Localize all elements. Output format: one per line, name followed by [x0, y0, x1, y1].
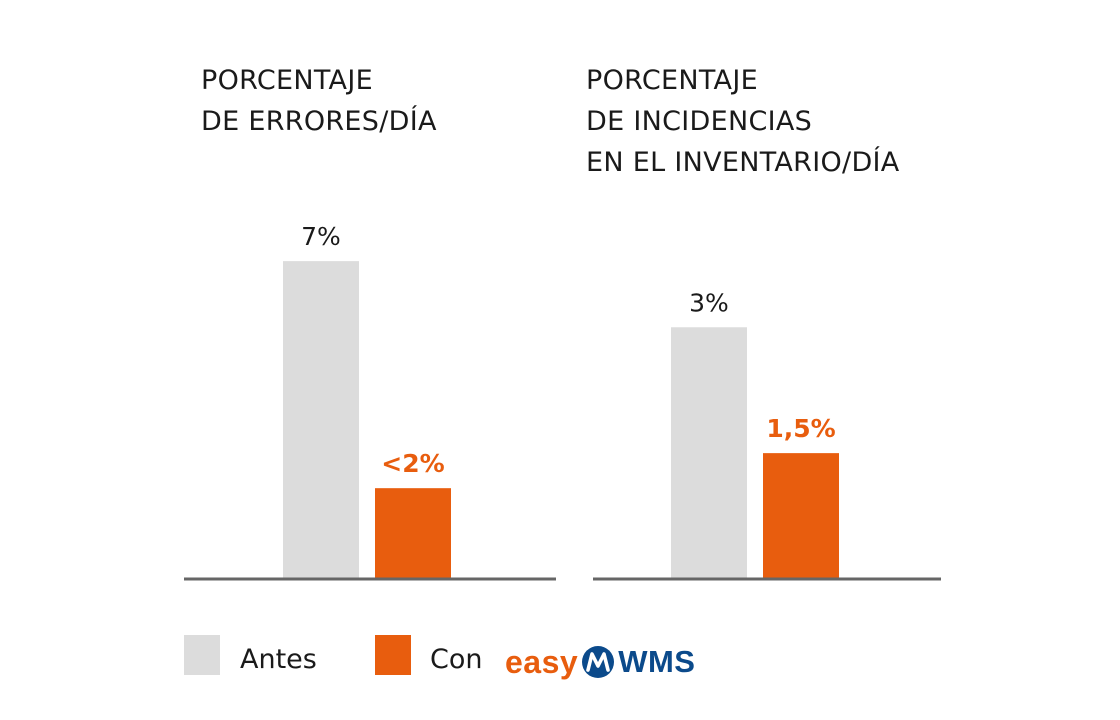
chart-2-bar-con [763, 453, 839, 579]
chart-1-value-label-con: <2% [381, 449, 444, 478]
legend-swatch-antes [184, 635, 220, 675]
chart-1-title: PORCENTAJE DE ERRORES/DÍA [201, 60, 437, 142]
legend-label-con: Con [430, 644, 483, 675]
easywms-brand-logo: easy WMS [505, 640, 695, 684]
chart-2-title: PORCENTAJE DE INCIDENCIAS EN EL INVENTAR… [586, 60, 900, 183]
easywms-logo-icon [582, 646, 615, 678]
legend-swatch-con [375, 635, 411, 675]
chart-1-title-line-1: PORCENTAJE [201, 65, 373, 96]
chart-2-bar-antes [671, 327, 747, 579]
chart-1-bar-antes [283, 261, 359, 579]
chart-1-bar-con [375, 488, 451, 579]
chart-2-title-line-3: EN EL INVENTARIO/DÍA [586, 147, 900, 178]
chart-2-title-line-1: PORCENTAJE [586, 65, 758, 96]
legend-label-antes: Antes [240, 644, 317, 675]
chart-2-value-label-con: 1,5% [766, 414, 835, 443]
chart-2-value-label-antes: 3% [689, 288, 729, 317]
chart-2-title-line-2: DE INCIDENCIAS [586, 106, 813, 137]
brand-wms-text: WMS [618, 644, 696, 679]
brand-easy-text: easy [505, 643, 579, 680]
chart-1-title-line-2: DE ERRORES/DÍA [201, 106, 437, 137]
chart-1-value-label-antes: 7% [301, 222, 341, 251]
